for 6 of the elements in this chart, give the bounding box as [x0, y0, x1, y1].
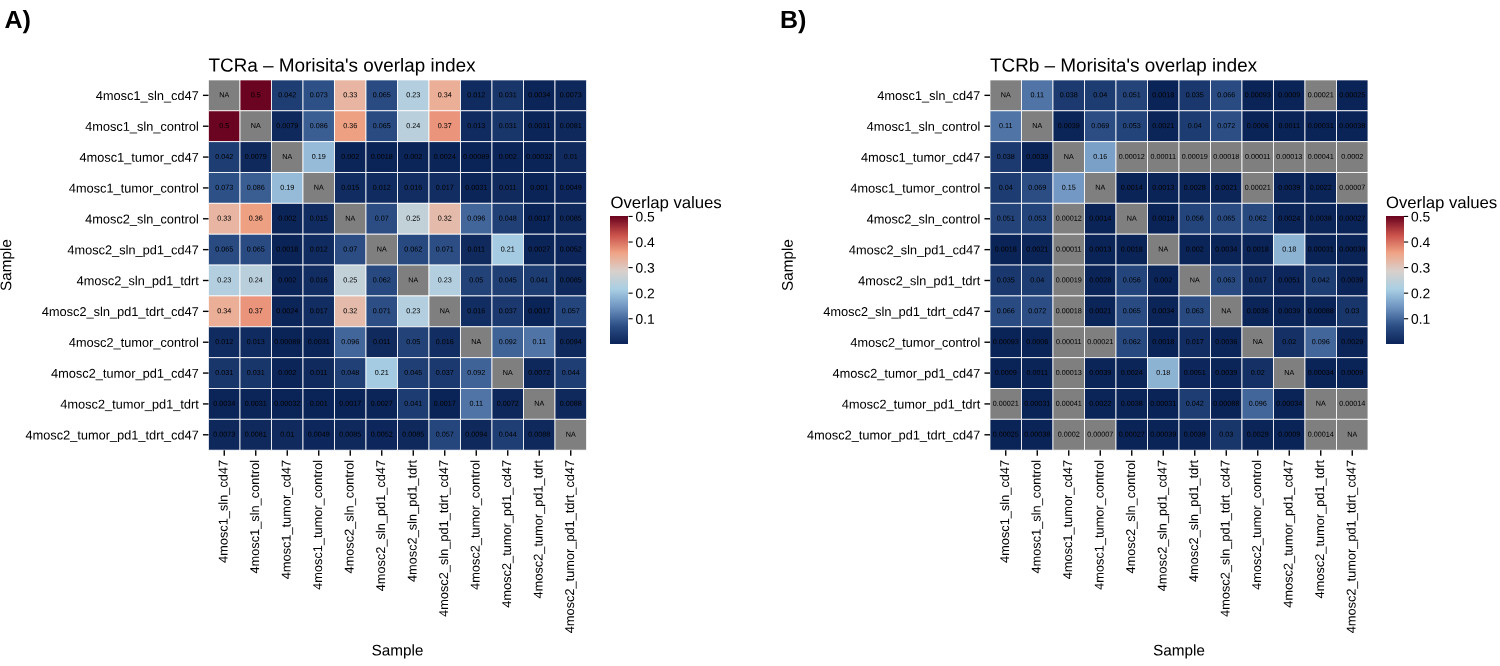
color-bar-title: Overlap values: [611, 196, 722, 212]
chart-title: TCRa – Morisita's overlap index: [208, 57, 476, 76]
text: A): [5, 9, 30, 34]
text: B): [781, 9, 806, 34]
chart-title: TCRb – Morisita's overlap index: [990, 57, 1257, 76]
color-bar-title: Overlap values: [1386, 196, 1497, 212]
